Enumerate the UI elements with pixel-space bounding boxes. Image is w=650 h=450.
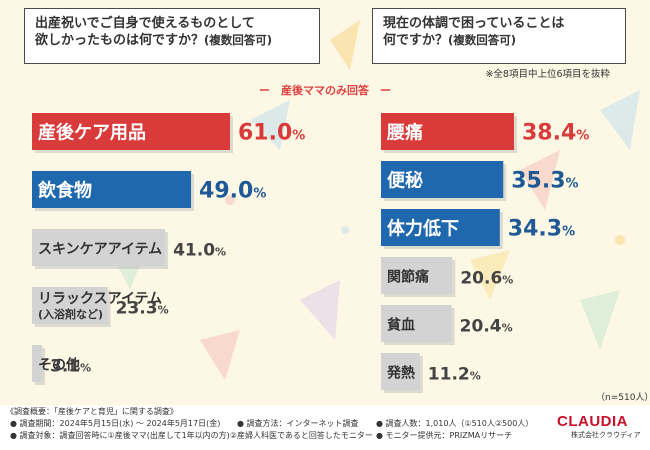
bar-label-left-4: その他	[38, 357, 80, 374]
question-right-line1: 現在の体調で困っていることは	[383, 16, 565, 31]
subtitle: ー 産後ママのみ回答 ー	[259, 84, 391, 97]
footer-period: ● 調査期間：2024年5月15日(水) ～ 2024年5月17日(金)	[10, 419, 221, 428]
bar-value-right-2: 34.3%	[508, 217, 575, 242]
chart-left: 産後ケア用品 61.0% 飲食物 49.0% スキンケアアイテム 41.0% リラックスアイ…	[32, 113, 305, 385]
bar-label-left-2: スキンケアアイテム	[38, 242, 162, 258]
bar-left-2	[32, 229, 166, 266]
bar-right-5	[381, 353, 420, 390]
bar-label-left-3: リラックスアイテム	[38, 291, 162, 307]
footer-method: ● 調査方法：インターネット調査	[237, 419, 359, 428]
bar-label-right-2: 体力低下	[387, 218, 459, 240]
question-left-suffix: (複数回答可)	[204, 33, 273, 47]
bar-right-3	[381, 257, 453, 294]
bar-value-right-3: 20.6%	[460, 269, 513, 289]
bar-label-right-0: 腰痛	[386, 122, 423, 144]
bar-value-left-2: 41.0%	[173, 241, 226, 261]
bar-value-right-4: 20.4%	[460, 317, 513, 337]
chart-right: 腰痛 38.4% 便秘 35.3% 体力低下 34.3% 関節痛 20.6% 貧血 20.4% 発熱…	[381, 113, 589, 393]
bar-label-right-3: 関節痛	[387, 269, 429, 286]
bar-value-right-0: 38.4%	[522, 121, 589, 146]
bar-label-right-1: 便秘	[387, 170, 423, 192]
footer: 《調査概要：「産後ケアと育児」に関する調査》 ● 調査期間：2024年5月15日…	[0, 405, 650, 450]
footer-provider: ● モニター提供元：PRIZMAリサーチ	[376, 431, 513, 440]
bar-right-2	[381, 209, 500, 246]
bar-label-right-5: 発熱	[386, 365, 415, 382]
claudia-logo: CLAUDIA	[557, 413, 628, 430]
note-top: ※全8項目中上位6項目を抜粋	[485, 69, 610, 80]
bar-right-1	[381, 161, 504, 198]
question-right: 現在の体調で困っていることは 何ですか？(複数回答可)	[372, 8, 626, 64]
bar-value-right-1: 35.3%	[511, 169, 578, 194]
bar-label-left-1: 飲食物	[37, 180, 92, 202]
bar-value-left-1: 49.0%	[199, 179, 266, 204]
bar-label-right-4: 貧血	[387, 317, 415, 334]
question-left-line2: 欲しかったものは何ですか？	[35, 33, 205, 48]
claudia-logo-subtitle: 株式会社クラウディア	[571, 431, 641, 439]
bar-value-left-4: 3.1%	[50, 357, 91, 377]
footer-target: ● 調査対象：調査回答時に①産後ママ(出産して1年以内の方)②産婦人科医であると…	[10, 431, 373, 440]
bar-value-left-0: 61.0%	[238, 121, 305, 146]
footer-overview: 《調査概要：「産後ケアと育児」に関する調査》	[6, 407, 178, 416]
question-right-line2: 何ですか？	[383, 33, 449, 48]
bar-left-4	[32, 345, 43, 382]
question-right-suffix: (複数回答可)	[448, 33, 517, 47]
footer-count: ● 調査人数：1,010人（①510人②500人）	[376, 419, 534, 428]
bar-left-0	[32, 113, 230, 150]
bar-left-3	[32, 287, 108, 324]
bar-right-4	[381, 305, 452, 342]
bar-sublabel-left-3: (入浴剤など)	[38, 307, 103, 321]
bar-value-left-3: 23.3%	[116, 299, 169, 319]
bar-label-left-0: 産後ケア用品	[38, 122, 146, 144]
sample-size-note: （n=510人）	[596, 393, 650, 403]
bar-right-0	[381, 113, 514, 150]
question-left-line1: 出産祝いでご自身で使えるものとして	[35, 16, 255, 31]
bar-value-right-5: 11.2%	[428, 365, 481, 385]
question-left: 出産祝いでご自身で使えるものとして 欲しかったものは何ですか？(複数回答可)	[24, 8, 320, 64]
bar-left-1	[32, 171, 192, 208]
